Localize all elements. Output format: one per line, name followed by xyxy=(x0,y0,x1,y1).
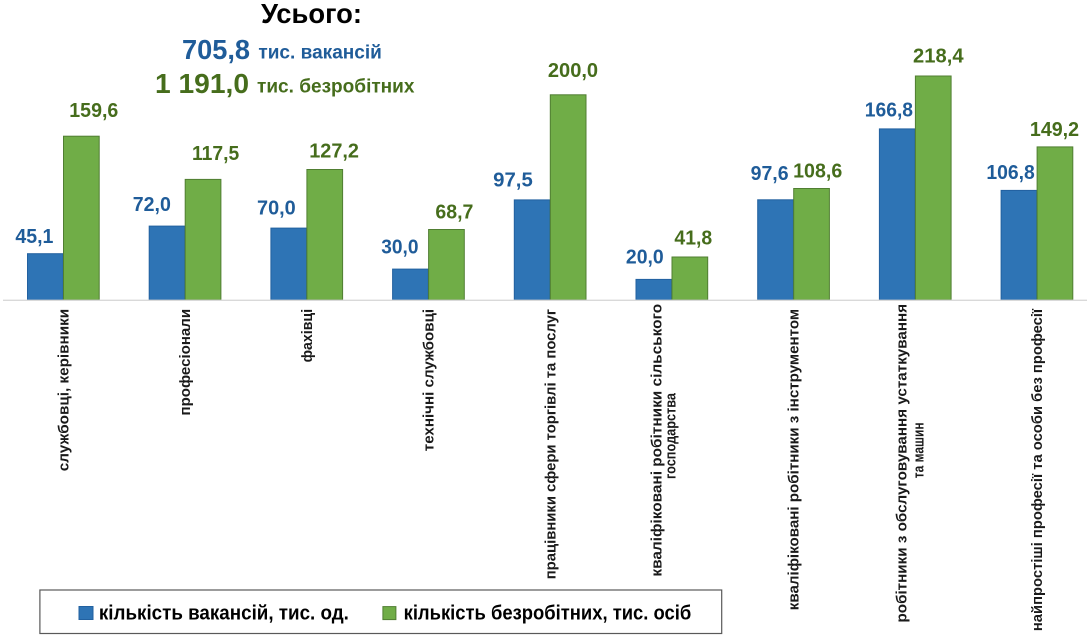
svg-text:працівники сфери торгівлі та п: працівники сфери торгівлі та послуг xyxy=(542,309,559,579)
svg-text:106,8: 106,8 xyxy=(986,162,1035,184)
svg-text:41,8: 41,8 xyxy=(674,228,712,250)
svg-text:117,5: 117,5 xyxy=(192,143,239,165)
svg-text:705,8: 705,8 xyxy=(182,34,250,65)
svg-text:та машин: та машин xyxy=(911,422,928,478)
svg-text:30,0: 30,0 xyxy=(381,236,418,258)
svg-text:тис. безробітних: тис. безробітних xyxy=(257,76,415,97)
svg-text:службовці, керівники: службовці, керівники xyxy=(56,309,73,471)
svg-text:68,7: 68,7 xyxy=(435,201,473,223)
svg-text:200,0: 200,0 xyxy=(548,60,598,82)
svg-text:97,5: 97,5 xyxy=(493,170,533,192)
svg-text:Усього:: Усього: xyxy=(261,0,362,29)
svg-text:технічні службовці: технічні службовці xyxy=(421,309,438,451)
svg-text:найпростіші професії та особи: найпростіші професії та особи без профес… xyxy=(1029,308,1046,631)
svg-text:робітники з обслуговування уст: робітники з обслуговування устаткування xyxy=(894,304,911,623)
svg-text:кваліфіковані робітники сільсь: кваліфіковані робітники сільського xyxy=(649,304,666,577)
svg-text:кількість вакансій, тис. од.: кількість вакансій, тис. од. xyxy=(99,602,349,624)
svg-text:кількість безробітних, тис. ос: кількість безробітних, тис. осіб xyxy=(404,602,692,624)
svg-text:127,2: 127,2 xyxy=(309,141,359,163)
svg-text:70,0: 70,0 xyxy=(257,198,296,220)
svg-text:159,6: 159,6 xyxy=(69,100,118,122)
svg-text:тис. вакансій: тис. вакансій xyxy=(258,43,382,64)
svg-text:97,6: 97,6 xyxy=(751,163,789,185)
svg-text:професіонали: професіонали xyxy=(177,309,194,416)
svg-text:218,4: 218,4 xyxy=(913,45,964,67)
svg-text:фахівці: фахівці xyxy=(299,309,316,363)
svg-text:20,0: 20,0 xyxy=(626,247,664,269)
svg-text:1 191,0: 1 191,0 xyxy=(155,68,249,99)
svg-text:кваліфіковані робітники з інст: кваліфіковані робітники з інструментом xyxy=(786,309,803,610)
svg-text:72,0: 72,0 xyxy=(133,194,171,216)
svg-text:108,6: 108,6 xyxy=(793,161,842,183)
svg-text:господарства: господарства xyxy=(663,392,680,479)
svg-text:45,1: 45,1 xyxy=(15,226,53,248)
svg-text:166,8: 166,8 xyxy=(865,100,913,122)
svg-text:149,2: 149,2 xyxy=(1030,119,1079,141)
